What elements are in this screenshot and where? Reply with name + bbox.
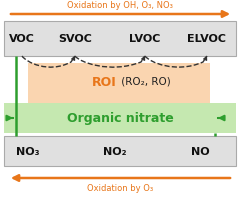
Text: Organic nitrate: Organic nitrate bbox=[67, 112, 173, 125]
Text: ROI: ROI bbox=[92, 75, 117, 88]
FancyBboxPatch shape bbox=[4, 103, 236, 133]
Text: VOC: VOC bbox=[9, 34, 35, 44]
Text: LVOC: LVOC bbox=[129, 34, 161, 44]
Text: NO₃: NO₃ bbox=[16, 146, 40, 156]
Text: (RO₂, RO): (RO₂, RO) bbox=[118, 77, 171, 87]
FancyBboxPatch shape bbox=[4, 22, 236, 57]
Text: Oxidation by OH, O₃, NO₃: Oxidation by OH, O₃, NO₃ bbox=[67, 1, 173, 10]
Text: ELVOC: ELVOC bbox=[187, 34, 227, 44]
Text: NO: NO bbox=[191, 146, 209, 156]
Text: NO₂: NO₂ bbox=[103, 146, 127, 156]
Text: Oxidation by O₃: Oxidation by O₃ bbox=[87, 183, 153, 192]
FancyBboxPatch shape bbox=[28, 64, 210, 103]
Text: SVOC: SVOC bbox=[58, 34, 92, 44]
FancyBboxPatch shape bbox=[4, 136, 236, 166]
